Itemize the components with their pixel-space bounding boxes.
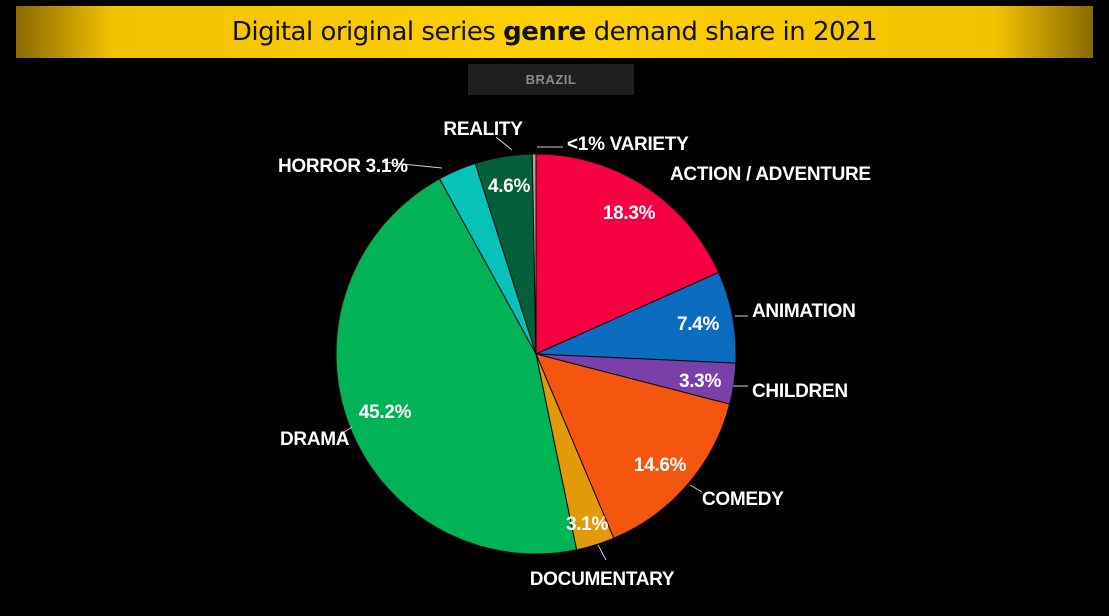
- leader-lines: [340, 136, 748, 561]
- slice-category-label: COMEDY: [702, 489, 784, 510]
- leader-line: [597, 544, 607, 561]
- slice-category-label: ANIMATION: [752, 301, 856, 322]
- title-bold: genre: [503, 17, 586, 47]
- slice-value-label: 18.3%: [603, 203, 656, 224]
- pie-slices: [335, 153, 737, 555]
- slice-value-label: 7.4%: [677, 314, 720, 335]
- title-post: demand share in 2021: [585, 17, 878, 47]
- slice-value-label: 3.3%: [679, 371, 722, 392]
- title-bar: Digital original series genre demand sha…: [16, 6, 1093, 58]
- slice-value-label: 14.6%: [634, 455, 687, 476]
- leader-line: [340, 426, 353, 435]
- subtitle-box: BRAZIL: [468, 64, 634, 95]
- leader-line: [495, 136, 513, 151]
- slice-value-label: 4.6%: [488, 176, 531, 197]
- pie-slice-drama: [335, 178, 578, 555]
- slice-category-label: DOCUMENTARY: [530, 569, 675, 590]
- slice-category-label: DRAMA: [280, 429, 350, 450]
- slice-category-label: ACTION / ADVENTURE: [670, 164, 871, 185]
- chart-subtitle: BRAZIL: [525, 72, 577, 87]
- slice-value-label: 45.2%: [359, 402, 412, 423]
- pie-slice-comedy: [535, 353, 731, 539]
- leader-line: [689, 484, 703, 493]
- slice-category-label: <1% VARIETY: [567, 134, 689, 155]
- pie-slice-action-adventure: [535, 153, 720, 355]
- leader-line: [381, 161, 443, 169]
- pie-slice-variety: [531, 153, 537, 355]
- slice-category-label: CHILDREN: [752, 381, 848, 402]
- title-pre: Digital original series: [231, 17, 504, 47]
- slice-value-label: 3.1%: [566, 514, 609, 535]
- pie-labels: 18.3% ACTION / ADVENTURE 7.4% ANIMATION 3.3%…: [278, 119, 871, 590]
- slice-category-label: HORROR 3.1%: [278, 156, 408, 177]
- chart-title: Digital original series genre demand sha…: [231, 17, 878, 47]
- slice-category-label: REALITY: [443, 119, 523, 140]
